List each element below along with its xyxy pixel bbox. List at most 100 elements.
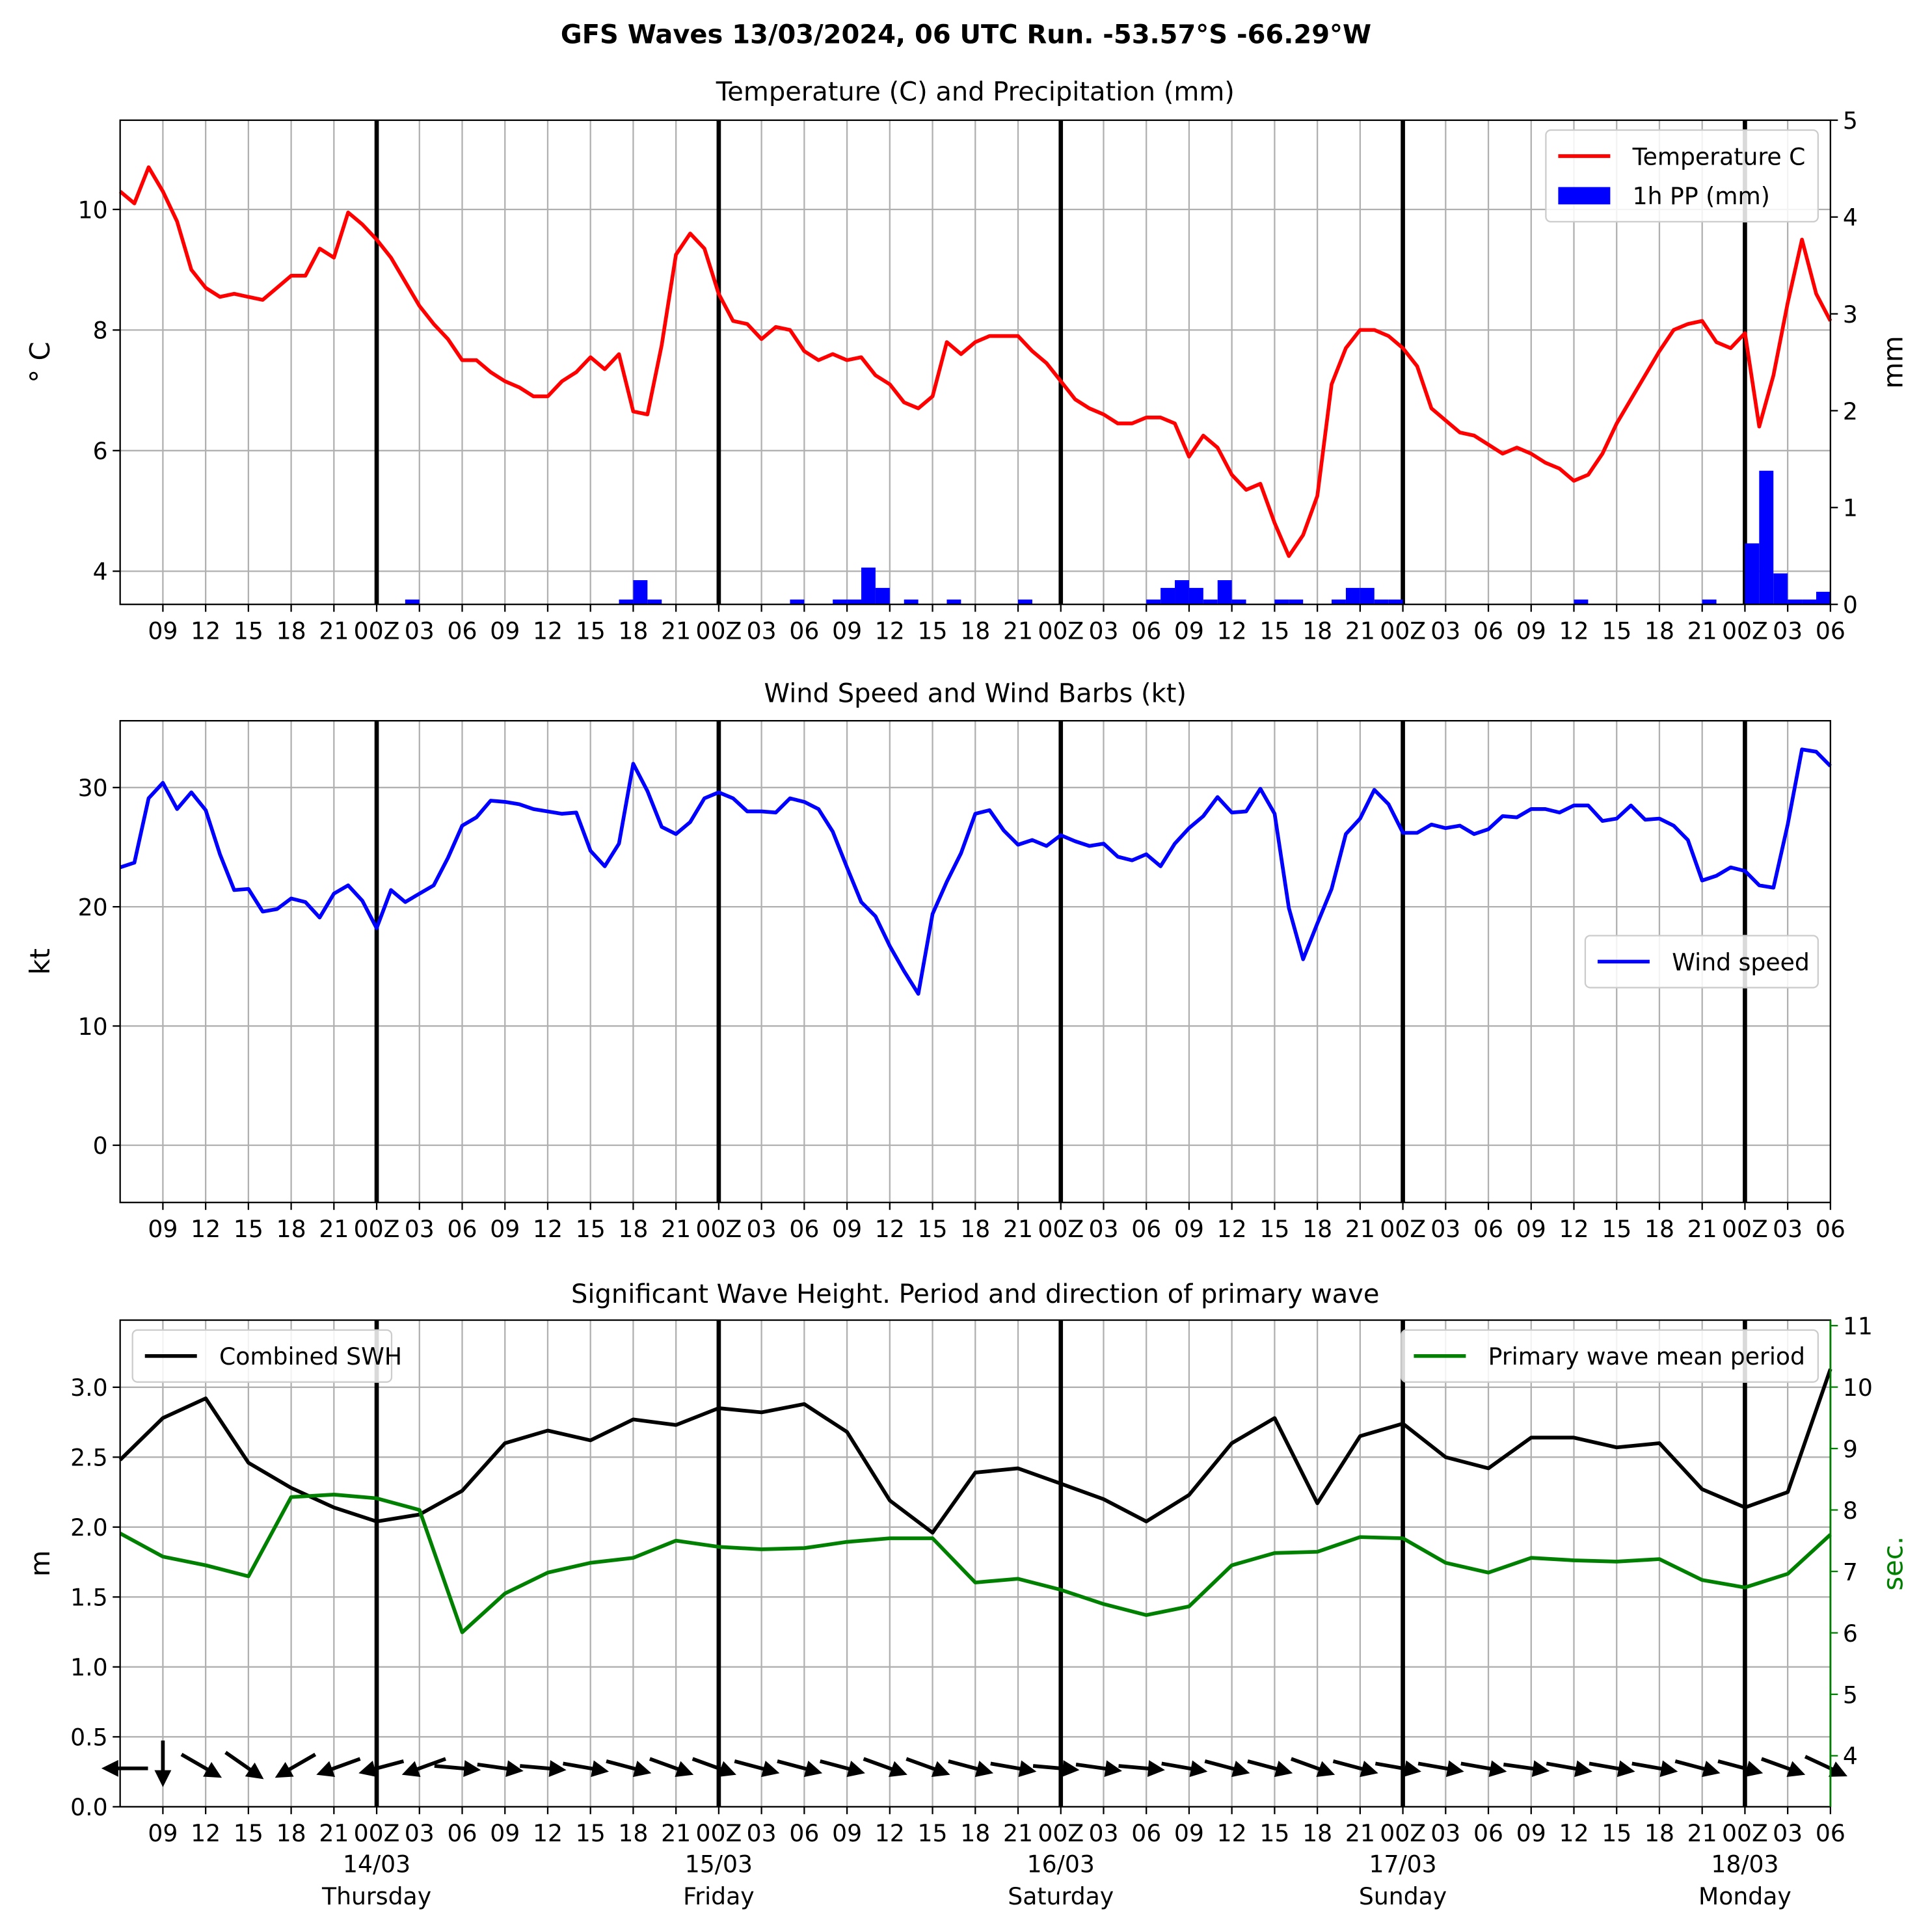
x-tick-label: 12 <box>533 1819 563 1847</box>
direction-arrow <box>1460 1760 1507 1778</box>
precip-bar <box>1175 580 1189 605</box>
day-date: 17/03 <box>1369 1850 1436 1878</box>
x-tick-label: 03 <box>1088 617 1118 645</box>
x-tick-label: 00Z <box>1038 617 1084 645</box>
precip-bar <box>1802 599 1816 605</box>
direction-arrow <box>434 1760 481 1777</box>
chart-title: Wind Speed and Wind Barbs (kt) <box>764 679 1187 709</box>
direction-arrow <box>1631 1760 1678 1778</box>
legend-box <box>131 1329 393 1383</box>
x-tick-label: 06 <box>1473 617 1503 645</box>
series-line <box>119 747 1832 996</box>
x-tick-label: 09 <box>1174 1215 1204 1243</box>
arrow-shape <box>1717 1759 1764 1778</box>
x-tick-label: 12 <box>191 1215 221 1243</box>
x-tick-label: 00Z <box>696 1819 742 1847</box>
y-tick-label: 1.5 <box>70 1584 108 1612</box>
day-weekday: Monday <box>1698 1882 1791 1910</box>
x-tick-label: 06 <box>789 1215 819 1243</box>
arrow-shape <box>434 1760 481 1777</box>
legend-label: Primary wave mean period <box>1488 1342 1805 1370</box>
chart-title: Significant Wave Height. Period and dire… <box>571 1279 1379 1309</box>
direction-arrow <box>1674 1759 1721 1778</box>
day-date: 16/03 <box>1027 1850 1095 1878</box>
precip-bar <box>1374 599 1389 605</box>
legend-label: Combined SWH <box>219 1342 402 1370</box>
y-tick-label: 0.0 <box>70 1793 108 1821</box>
direction-arrow <box>819 1759 865 1778</box>
precip-bar <box>1161 587 1175 605</box>
x-tick-label: 18 <box>1302 1819 1332 1847</box>
precip-bar <box>904 599 919 605</box>
series-line <box>119 1493 1832 1635</box>
x-tick-label: 21 <box>1345 1819 1375 1847</box>
x-tick-label: 12 <box>1217 1215 1247 1243</box>
x-tick-label: 15 <box>918 1215 948 1243</box>
direction-arrow <box>401 1757 447 1777</box>
arrow-shape <box>1674 1759 1721 1778</box>
arrow-shape <box>1503 1760 1550 1778</box>
direction-arrow <box>1161 1760 1208 1778</box>
direction-arrow <box>224 1750 264 1780</box>
legend-box <box>1545 129 1819 223</box>
x-tick-label: 03 <box>1773 617 1803 645</box>
x-tick-label: 18 <box>1644 1215 1674 1243</box>
x-tick-label: 00Z <box>696 617 742 645</box>
arrow-shape <box>1417 1760 1464 1778</box>
arrow-shape <box>1290 1757 1335 1777</box>
day-weekday: Sunday <box>1359 1882 1447 1910</box>
arrow-shape <box>906 1757 950 1777</box>
y2-tick-label: 5 <box>1843 1681 1858 1709</box>
x-tick-label: 03 <box>747 1215 777 1243</box>
direction-arrow <box>863 1757 907 1777</box>
direction-arrow <box>154 1740 172 1787</box>
x-tick-label: 00Z <box>1038 1819 1084 1847</box>
x-tick-label: 06 <box>448 1215 477 1243</box>
x-tick-label: 21 <box>1003 1819 1033 1847</box>
y2-tick-label: 9 <box>1843 1435 1858 1463</box>
x-tick-label: 12 <box>1559 617 1589 645</box>
x-tick-label: 06 <box>448 1819 477 1847</box>
precip-bar <box>875 587 890 605</box>
x-tick-label: 18 <box>1644 1819 1674 1847</box>
x-tick-label: 15 <box>234 617 263 645</box>
y-tick-label: 1.0 <box>70 1653 108 1681</box>
arrow-shape <box>1631 1760 1678 1778</box>
x-tick-label: 06 <box>1816 1819 1845 1847</box>
direction-arrow <box>649 1757 694 1777</box>
y-tick-label: 30 <box>78 774 108 802</box>
direction-arrow <box>1760 1757 1806 1777</box>
x-tick-label: 00Z <box>1380 617 1426 645</box>
x-tick-label: 15 <box>234 1215 263 1243</box>
x-tick-label: 12 <box>533 1215 563 1243</box>
precip-bar <box>847 599 861 605</box>
legend-label: Wind speed <box>1672 948 1810 976</box>
arrow-shape <box>1161 1760 1208 1778</box>
x-tick-label: 09 <box>1516 1819 1546 1847</box>
y-axis-label: kt <box>24 948 56 975</box>
legend-box <box>1584 935 1819 989</box>
direction-arrow <box>275 1752 317 1778</box>
x-tick-label: 12 <box>533 617 563 645</box>
direction-arrow <box>990 1760 1037 1778</box>
arrow-shape <box>224 1750 264 1780</box>
y2-tick-label: 10 <box>1843 1374 1873 1402</box>
legend-box <box>1401 1329 1819 1383</box>
y-tick-label: 10 <box>78 196 108 224</box>
x-tick-label: 09 <box>1516 1215 1546 1243</box>
arrow-shape <box>563 1760 610 1778</box>
x-tick-label: 15 <box>576 617 606 645</box>
precip-bar <box>1146 599 1161 605</box>
direction-arrow <box>316 1757 361 1777</box>
precip-bar <box>1788 599 1803 605</box>
x-tick-label: 09 <box>148 617 178 645</box>
x-tick-label: 00Z <box>354 617 400 645</box>
direction-arrow <box>777 1759 823 1778</box>
arrow-shape <box>990 1760 1037 1778</box>
x-tick-label: 18 <box>960 1215 990 1243</box>
x-tick-label: 18 <box>618 1819 648 1847</box>
x-tick-label: 12 <box>875 1215 905 1243</box>
y-tick-label: 2.0 <box>70 1514 108 1542</box>
y2-tick-label: 3 <box>1843 300 1858 328</box>
